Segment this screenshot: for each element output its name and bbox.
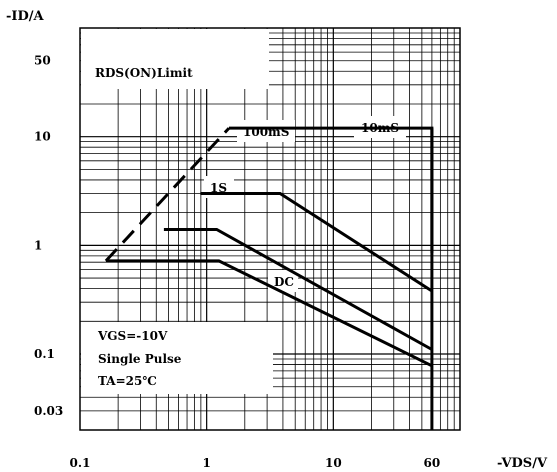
label-100ms-background — [237, 120, 295, 142]
annotation-boxes — [81, 29, 406, 394]
conditions-background — [81, 322, 273, 394]
curve-dc — [105, 259, 433, 368]
curve-100ms — [200, 192, 433, 293]
x-tick-label: 1 — [202, 456, 210, 470]
plot-border — [79, 27, 461, 431]
condition-vgs: VGS=-10V — [97, 329, 168, 343]
annotation-dc: DC — [274, 275, 294, 289]
x-axis-label: -VDS/V — [497, 456, 548, 471]
annotation-10ms: 10mS — [361, 121, 399, 135]
y-tick-label: 0.03 — [34, 404, 63, 418]
x-tick-label: 10 — [325, 456, 342, 470]
curves — [104, 126, 434, 430]
x-tick-label: 60 — [424, 456, 441, 470]
y-tick-label: 10 — [34, 130, 51, 144]
y-tick-label: 50 — [34, 54, 51, 68]
label-dc-background — [268, 270, 298, 292]
y-axis-label: -ID/A — [6, 9, 44, 24]
x-tick-labels: 0.1 1 10 60 — [70, 456, 441, 470]
annotation-1s: 1S — [210, 181, 227, 195]
curve-rds-on-limit — [104, 127, 231, 262]
y-tick-label: 1 — [34, 238, 42, 252]
plot-frame — [79, 27, 461, 431]
condition-single-pulse: Single Pulse — [98, 352, 182, 366]
rds-label-background — [81, 29, 269, 89]
condition-temperature: TA=25℃ — [98, 374, 157, 388]
annotation-100ms: 100mS — [243, 125, 289, 139]
curve-1s — [163, 228, 433, 351]
y-tick-label: 0.1 — [34, 347, 55, 361]
x-tick-label: 0.1 — [70, 456, 91, 470]
annotation-rds-limit: RDS(ON)Limit — [95, 66, 193, 80]
y-tick-labels: 0.03 0.1 1 10 50 — [34, 54, 63, 418]
